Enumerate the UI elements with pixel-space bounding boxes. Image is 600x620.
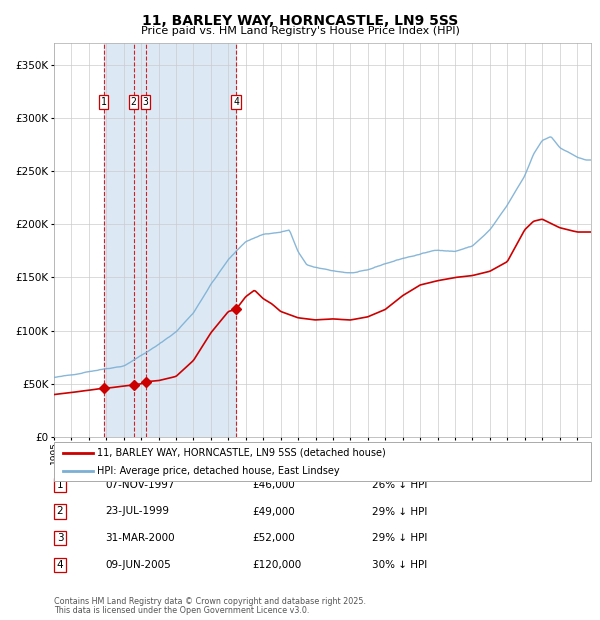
Text: £120,000: £120,000 [252, 560, 301, 570]
Text: Contains HM Land Registry data © Crown copyright and database right 2025.: Contains HM Land Registry data © Crown c… [54, 597, 366, 606]
Text: 26% ↓ HPI: 26% ↓ HPI [372, 480, 427, 490]
Text: 2: 2 [56, 507, 64, 516]
Bar [104, 43, 236, 437]
Text: 3: 3 [143, 97, 148, 107]
Text: 29% ↓ HPI: 29% ↓ HPI [372, 533, 427, 543]
Text: 1: 1 [101, 97, 107, 107]
Text: 23-JUL-1999: 23-JUL-1999 [105, 507, 169, 516]
Text: £52,000: £52,000 [252, 533, 295, 543]
Text: 3: 3 [56, 533, 64, 543]
Text: This data is licensed under the Open Government Licence v3.0.: This data is licensed under the Open Gov… [54, 606, 310, 615]
Text: 31-MAR-2000: 31-MAR-2000 [105, 533, 175, 543]
Text: 09-JUN-2005: 09-JUN-2005 [105, 560, 171, 570]
Text: 4: 4 [56, 560, 64, 570]
Text: 2: 2 [131, 97, 136, 107]
Text: £46,000: £46,000 [252, 480, 295, 490]
Text: Price paid vs. HM Land Registry's House Price Index (HPI): Price paid vs. HM Land Registry's House … [140, 26, 460, 36]
Text: £49,000: £49,000 [252, 507, 295, 516]
Text: 29% ↓ HPI: 29% ↓ HPI [372, 507, 427, 516]
Text: HPI: Average price, detached house, East Lindsey: HPI: Average price, detached house, East… [97, 466, 340, 476]
Text: 30% ↓ HPI: 30% ↓ HPI [372, 560, 427, 570]
Text: 4: 4 [233, 97, 239, 107]
Text: 11, BARLEY WAY, HORNCASTLE, LN9 5SS (detached house): 11, BARLEY WAY, HORNCASTLE, LN9 5SS (det… [97, 448, 386, 458]
Text: 11, BARLEY WAY, HORNCASTLE, LN9 5SS: 11, BARLEY WAY, HORNCASTLE, LN9 5SS [142, 14, 458, 28]
Text: 07-NOV-1997: 07-NOV-1997 [105, 480, 175, 490]
Text: 1: 1 [56, 480, 64, 490]
